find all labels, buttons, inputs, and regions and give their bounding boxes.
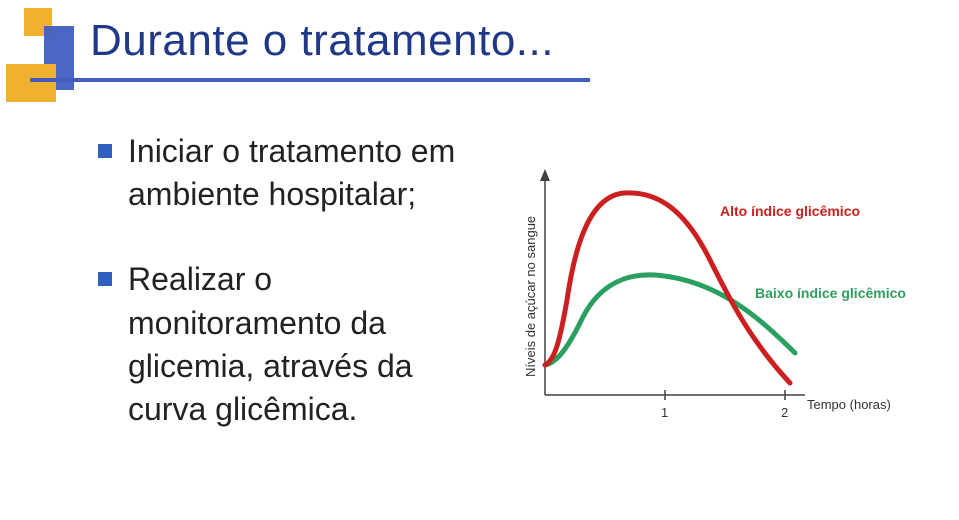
- bullet-marker-icon: [98, 272, 112, 286]
- y-axis-arrow-icon: [540, 169, 550, 181]
- bullet-item: Iniciar o tratamento em ambiente hospita…: [98, 130, 478, 216]
- glycemic-chart: Níveis de açúcar no sangue Alto índice g…: [505, 165, 945, 445]
- deco-square-yellow-2: [6, 64, 56, 102]
- x-axis-label: Tempo (horas): [807, 397, 891, 412]
- title-underline: [30, 78, 590, 82]
- high-glycemic-curve: [545, 193, 790, 383]
- bullet-item: Realizar o monitoramento da glicemia, at…: [98, 258, 478, 431]
- y-axis-label: Níveis de açúcar no sangue: [523, 216, 538, 377]
- legend-low: Baixo índice glicêmico: [755, 285, 906, 301]
- bullet-text: Iniciar o tratamento em ambiente hospita…: [128, 130, 478, 216]
- x-tick-label-2: 2: [781, 405, 788, 420]
- x-tick-label-1: 1: [661, 405, 668, 420]
- title-area: Durante o tratamento...: [0, 8, 600, 128]
- legend-high: Alto índice glicêmico: [720, 203, 860, 219]
- bullet-marker-icon: [98, 144, 112, 158]
- bullet-text: Realizar o monitoramento da glicemia, at…: [128, 258, 478, 431]
- page-title: Durante o tratamento...: [90, 16, 554, 66]
- bullet-list: Iniciar o tratamento em ambiente hospita…: [98, 130, 478, 473]
